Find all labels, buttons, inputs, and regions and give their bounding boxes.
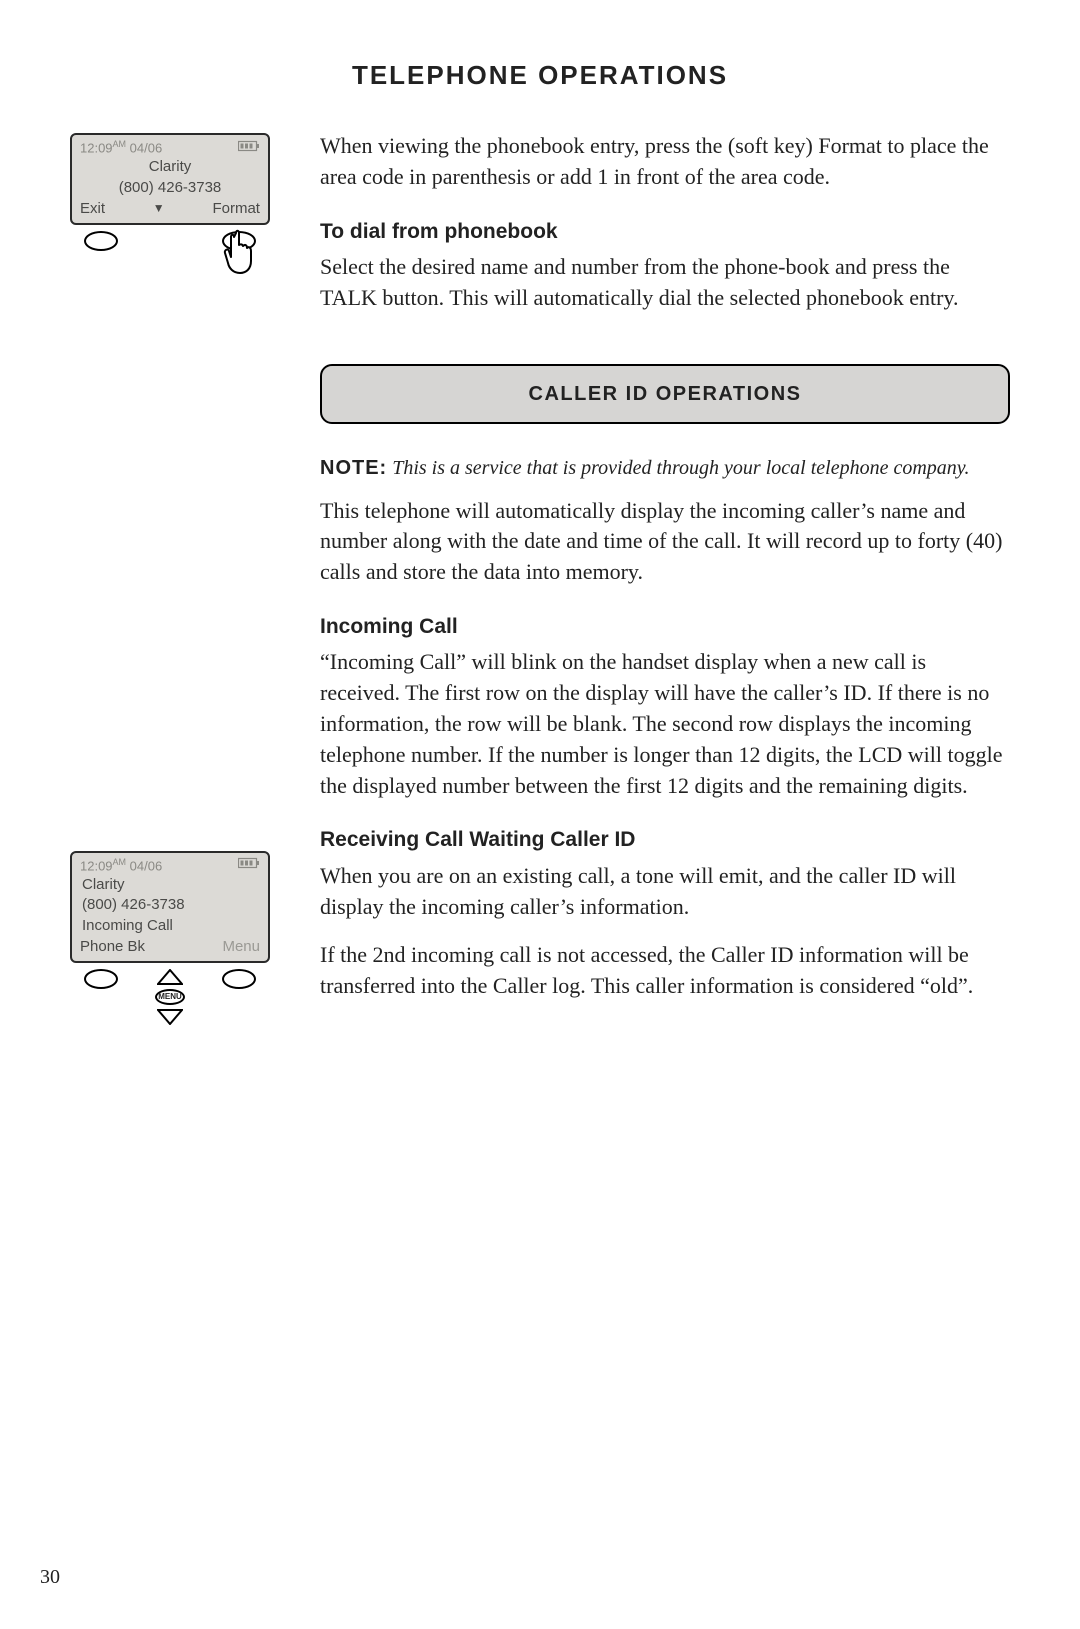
section-box-caller-id: CALLER ID OPERATIONS xyxy=(320,364,1010,424)
page-title: TELEPHONE OPERATIONS xyxy=(70,60,1010,91)
subhead-incoming-call: Incoming Call xyxy=(320,612,1010,641)
battery-icon xyxy=(238,140,260,155)
call-waiting-para1: When you are on an existing call, a tone… xyxy=(320,861,1010,923)
caller-id-para: This telephone will automatically displa… xyxy=(320,496,1010,588)
status-time: 12:09AM 04/06 xyxy=(80,139,162,155)
subhead-dial-phonebook: To dial from phonebook xyxy=(320,217,1010,246)
down-arrow-icon: ▼ xyxy=(153,201,165,215)
screen-line2: (800) 426-3738 xyxy=(82,895,268,915)
softkey-left: Exit xyxy=(80,200,105,217)
dial-phonebook-para: Select the desired name and number from … xyxy=(320,252,1010,314)
softkey-row: Exit ▼ Format xyxy=(72,198,268,223)
screen-line1: Clarity xyxy=(72,157,268,177)
right-column: When viewing the phonebook entry, press … xyxy=(320,131,1010,1025)
screen-line1: Clarity xyxy=(82,875,268,895)
softkey-row: Phone Bk Menu xyxy=(72,936,268,961)
incoming-call-para: “Incoming Call” will blink on the handse… xyxy=(320,647,1010,801)
status-row: 12:09AM 04/06 xyxy=(72,853,268,873)
content-columns: 12:09AM 04/06 Clarity (800) xyxy=(70,131,1010,1025)
screen-line2: (800) 426-3738 xyxy=(72,178,268,198)
soft-button-left xyxy=(84,969,118,989)
up-triangle-icon xyxy=(157,969,183,985)
down-triangle-icon xyxy=(157,1009,183,1025)
softkey-right: Menu xyxy=(222,938,260,955)
screen-body: Clarity (800) 426-3738 xyxy=(72,155,268,198)
menu-button: MENU xyxy=(155,989,185,1005)
hand-pointer-icon xyxy=(218,227,262,279)
soft-button-right xyxy=(222,969,256,989)
left-column: 12:09AM 04/06 Clarity (800) xyxy=(70,131,290,1025)
page-number: 30 xyxy=(40,1566,60,1589)
softkey-right: Format xyxy=(212,200,260,217)
subhead-call-waiting: Receiving Call Waiting Caller ID xyxy=(320,825,1010,854)
note-label: NOTE: xyxy=(320,457,387,479)
soft-button-left xyxy=(84,231,118,251)
soft-button-right-with-hand xyxy=(222,231,256,251)
battery-icon xyxy=(238,857,260,872)
nav-button-stack: MENU xyxy=(155,969,185,1025)
phone-screen-incoming: 12:09AM 04/06 Clarity (800) xyxy=(70,851,270,963)
screen-line3: Incoming Call xyxy=(82,916,268,936)
intro-paragraph: When viewing the phonebook entry, press … xyxy=(320,131,1010,193)
call-waiting-para2: If the 2nd incoming call is not accessed… xyxy=(320,940,1010,1002)
buttons-below-screen1 xyxy=(70,225,270,251)
note-line: NOTE: This is a service that is provided… xyxy=(320,454,1010,482)
status-row: 12:09AM 04/06 xyxy=(72,135,268,155)
softkey-left: Phone Bk xyxy=(80,938,145,955)
phone-screen-phonebook: 12:09AM 04/06 Clarity (800) xyxy=(70,133,270,225)
status-time: 12:09AM 04/06 xyxy=(80,857,162,873)
note-text: This is a service that is provided throu… xyxy=(392,457,969,479)
buttons-below-screen2: MENU xyxy=(70,963,270,1025)
screen-body: Clarity (800) 426-3738 Incoming Call xyxy=(72,873,268,936)
